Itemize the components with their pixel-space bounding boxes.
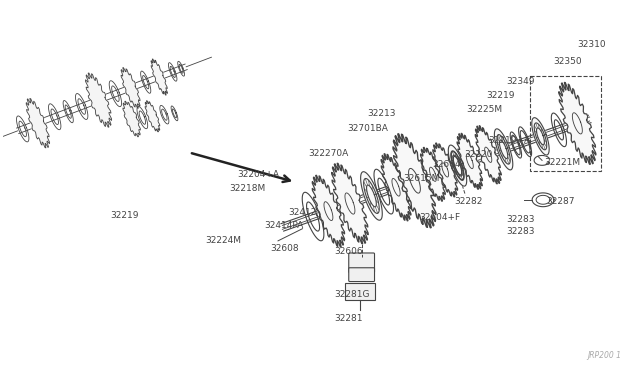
Polygon shape [433,143,458,197]
Polygon shape [534,123,547,150]
Text: 32604+F: 32604+F [419,212,460,222]
Text: 32283: 32283 [506,215,535,224]
Text: 32412: 32412 [288,208,317,217]
Polygon shape [532,118,549,155]
Text: 32604: 32604 [432,160,461,169]
Polygon shape [332,163,368,244]
Text: 32225M: 32225M [467,105,503,114]
Polygon shape [494,129,513,170]
Polygon shape [420,147,445,201]
Text: 32349: 32349 [506,77,535,86]
Text: 32608: 32608 [271,244,299,253]
Polygon shape [453,156,461,175]
Text: 32213: 32213 [367,109,396,118]
Text: 32282: 32282 [454,197,482,206]
Polygon shape [26,99,49,148]
Text: 32218M: 32218M [228,184,265,193]
Polygon shape [559,83,596,164]
Text: 32221M: 32221M [544,158,580,167]
Text: 32224M: 32224M [205,236,241,245]
Polygon shape [121,68,140,108]
Text: 32414PA: 32414PA [264,221,304,231]
Text: 32350: 32350 [553,57,582,66]
Polygon shape [145,101,160,132]
Polygon shape [497,135,510,164]
Polygon shape [151,59,168,95]
Text: 32219+A: 32219+A [488,136,531,145]
Text: 32220: 32220 [465,150,493,158]
Polygon shape [345,283,374,300]
Polygon shape [448,145,467,186]
Polygon shape [312,175,344,247]
Polygon shape [476,126,501,184]
Polygon shape [451,151,464,180]
Polygon shape [393,134,436,228]
Text: 32287: 32287 [546,197,575,206]
Polygon shape [499,140,508,158]
Text: 32606: 32606 [334,247,362,256]
Text: 322270A: 322270A [308,148,348,158]
Polygon shape [123,101,140,137]
Text: 32281: 32281 [334,314,362,323]
Text: 32701BA: 32701BA [348,124,388,133]
Polygon shape [367,185,376,207]
FancyBboxPatch shape [349,268,374,282]
Text: 32219: 32219 [486,92,515,100]
FancyBboxPatch shape [349,253,374,273]
Polygon shape [381,154,411,221]
Text: 32283: 32283 [506,227,535,236]
Polygon shape [536,128,545,145]
Polygon shape [360,172,382,220]
Text: 32615M: 32615M [403,174,440,183]
Polygon shape [364,179,380,214]
Text: 32281G: 32281G [334,291,369,299]
Text: 32204+A: 32204+A [237,170,280,179]
Text: 32219: 32219 [110,211,138,219]
Polygon shape [457,133,483,189]
Text: 32310: 32310 [578,40,606,49]
Polygon shape [86,73,111,127]
Text: JRP200 1: JRP200 1 [588,351,621,360]
